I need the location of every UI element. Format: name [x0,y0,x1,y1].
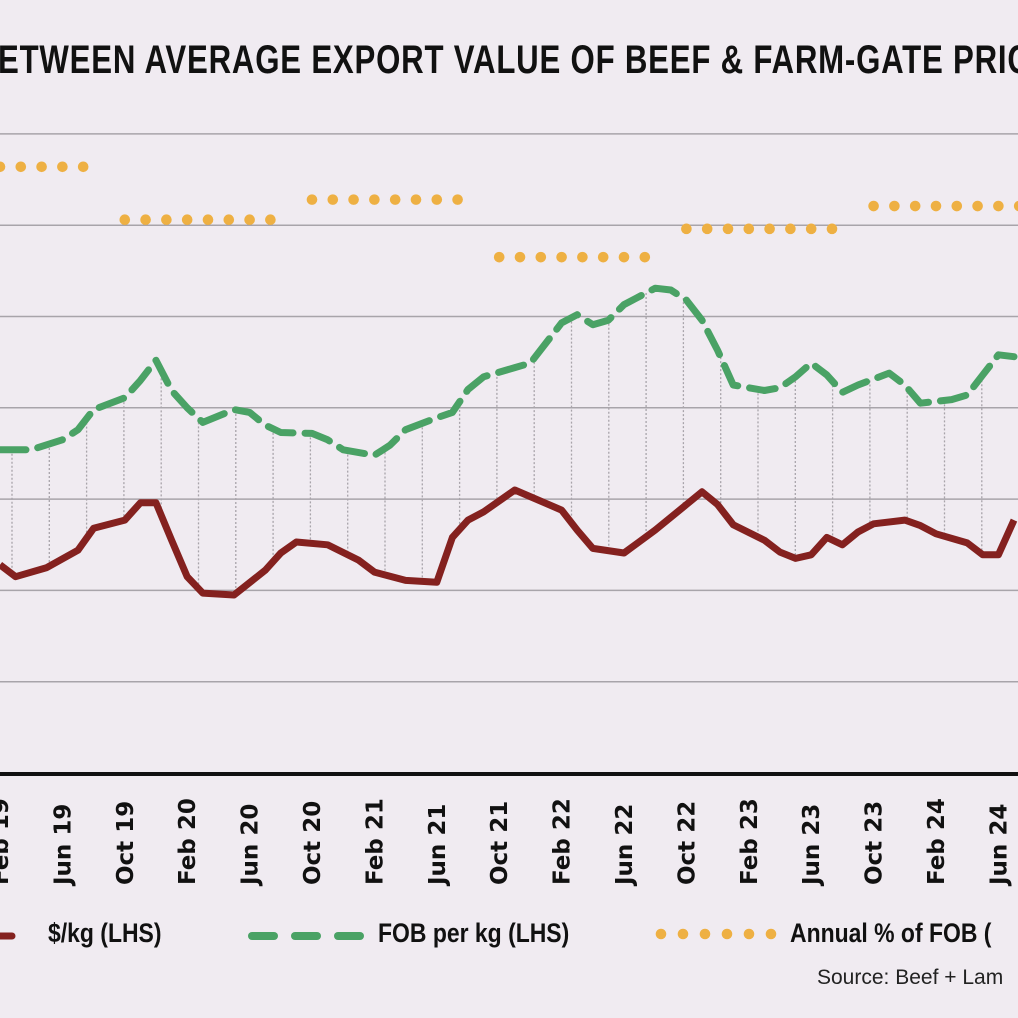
annual-dot [244,214,255,226]
annual-dot [77,161,89,173]
annual-dot [826,223,838,235]
x-tick-label: Jun 20 [238,804,264,887]
legend-annual-swatch [699,928,711,940]
annual-dot [181,214,193,226]
annual-dot [618,251,630,263]
annual-dot [868,200,879,212]
x-tick-label: Feb 23 [737,798,763,885]
legend-annual-swatch [677,928,689,940]
line-series [0,284,1018,599]
chart-title: ETWEEN AVERAGE EXPORT VALUE OF BEEF & FA… [0,38,1018,82]
source-note: Source: Beef + Lam [817,966,1004,989]
legend-annual-swatch [721,928,733,940]
annual-dot [348,194,359,205]
x-tick-label: Jun 19 [50,804,76,887]
annual-dot [223,214,235,226]
x-tick-label: Feb 19 [0,798,14,885]
annual-dot [577,251,588,263]
annual-dot [140,214,151,226]
annual-dot [535,251,547,263]
annual-dot [639,251,651,263]
x-tick-label: Oct 22 [674,801,700,885]
gridlines [0,133,1018,776]
annual-dot [930,200,942,212]
legend-annual-label: Annual % of FOB ( [790,918,992,948]
legend-annual-swatch [765,928,777,940]
x-tick-label: Oct 20 [300,801,326,885]
annual-dot [701,223,713,235]
x-tick-labels: Feb 19 Jun 19 Oct 19 Feb 20 Jun 20 Oct 20 Feb … [0,798,1012,887]
legend-annual-swatch [655,928,667,940]
annual-dot [57,161,68,173]
annual-dot [119,214,131,226]
x-tick-label: Jun 22 [612,804,638,887]
annual-dot [431,194,443,205]
annual-dot [722,223,734,235]
annual-dot [0,161,6,173]
x-tick-label: Oct 21 [487,801,513,885]
annual-dot [764,223,775,235]
x-tick-label: Oct 19 [113,801,139,885]
annual-dot [161,214,172,226]
legend-fob-label: FOB per kg (LHS) [378,918,570,948]
fob-line [0,284,1018,459]
annual-dot [951,200,963,212]
x-tick-label: Jun 21 [425,804,451,887]
x-tick-label: Feb 24 [924,798,950,885]
x-tick-label: Oct 23 [862,801,888,885]
annual-dot [597,251,609,263]
annual-dot [36,161,47,173]
x-tick-label: Jun 23 [799,804,825,887]
x-tick-label: Feb 20 [175,798,201,885]
annual-dot [389,194,401,205]
annual-dot [889,200,900,212]
kg-line [0,486,1018,599]
annual-dot [556,251,567,263]
legend-kg-label: $/kg (LHS) [48,918,162,948]
annual-dot [785,223,796,235]
annual-dot [265,214,276,226]
legend-annual-swatch [743,928,755,940]
annual-dot [805,223,817,235]
annual-dot [909,200,921,212]
annual-dot [369,194,380,205]
annual-dot [681,223,692,235]
annual-dot [1013,200,1018,212]
annual-dot [15,161,27,173]
annual-dot [306,194,318,205]
annual-dot [972,200,983,212]
annual-dot [327,194,339,205]
annual-dot [514,251,526,263]
annual-dot [493,251,505,263]
annual-dot [452,194,463,205]
x-tick-label: Feb 21 [362,798,388,885]
drop-lines [11,292,983,594]
annual-dot [993,200,1004,212]
annual-series [0,161,1018,263]
annual-dot [743,223,755,235]
annual-dot [202,214,214,226]
x-tick-label: Jun 24 [986,804,1012,887]
annual-dot [410,194,422,205]
x-tick-label: Feb 22 [550,798,576,885]
